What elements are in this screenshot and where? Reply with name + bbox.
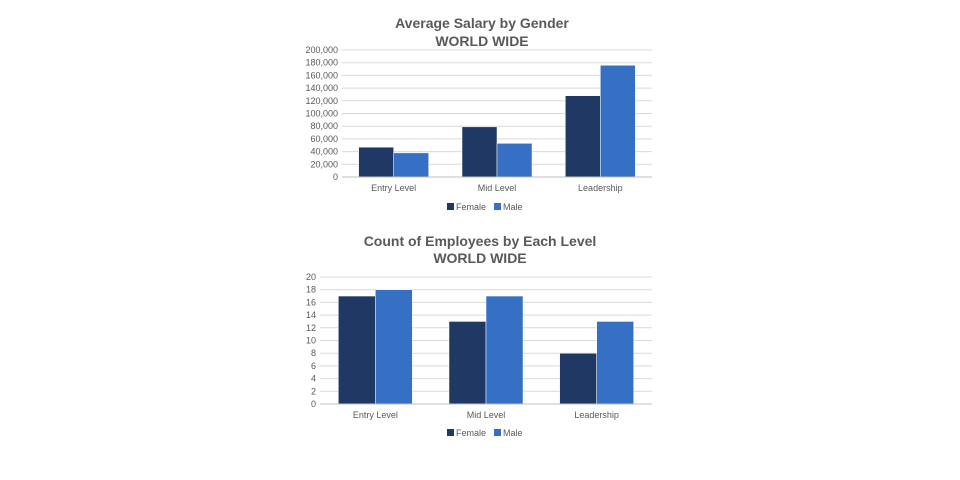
y-tick-label: 100,000 (305, 109, 338, 119)
y-tick-label: 140,000 (305, 83, 338, 93)
chart-subtitle: WORLD WIDE (435, 33, 528, 49)
y-tick-label: 2 (311, 386, 316, 396)
y-tick-label: 20,000 (310, 159, 338, 169)
x-tick-label: Leadership (574, 410, 619, 420)
x-tick-label: Mid Level (478, 183, 517, 193)
bar-female (565, 95, 601, 178)
bar-female (338, 295, 376, 405)
y-tick-label: 40,000 (310, 147, 338, 157)
legend-label-female: Female (456, 428, 486, 438)
y-tick-label: 6 (311, 361, 316, 371)
legend-swatch-male (494, 429, 501, 436)
y-tick-label: 10 (306, 336, 316, 346)
y-tick-label: 8 (311, 348, 316, 358)
chart-subtitle: WORLD WIDE (433, 250, 526, 266)
y-tick-label: 14 (306, 310, 316, 320)
legend-label-male: Male (503, 428, 523, 438)
y-tick-label: 200,000 (305, 45, 338, 55)
legend-swatch-female (447, 429, 454, 436)
y-tick-label: 160,000 (305, 70, 338, 80)
bar-male (496, 143, 533, 178)
y-tick-label: 4 (311, 374, 316, 384)
bar-female (358, 146, 394, 178)
y-tick-label: 0 (333, 172, 338, 182)
y-tick-label: 0 (311, 399, 316, 409)
bar-female (559, 352, 597, 405)
x-tick-label: Entry Level (353, 410, 398, 420)
bar-male (393, 152, 429, 178)
y-tick-label: 16 (306, 297, 316, 307)
y-tick-label: 180,000 (305, 58, 338, 68)
y-tick-label: 20 (306, 272, 316, 282)
legend-swatch-female (447, 203, 454, 210)
y-tick-label: 120,000 (305, 96, 338, 106)
y-tick-label: 60,000 (310, 134, 338, 144)
y-tick-label: 80,000 (310, 121, 338, 131)
legend-swatch-male (494, 203, 501, 210)
bar-male (375, 289, 413, 405)
legend-label-female: Female (456, 202, 486, 212)
bar-male (600, 64, 636, 178)
chart-title: Average Salary by Gender (395, 15, 569, 31)
x-tick-label: Entry Level (371, 183, 416, 193)
x-tick-label: Mid Level (467, 410, 506, 420)
x-tick-label: Leadership (578, 183, 623, 193)
bar-male (485, 295, 524, 405)
bar-female (448, 321, 487, 405)
y-tick-label: 18 (306, 285, 316, 295)
chart-title: Count of Employees by Each Level (364, 233, 597, 249)
bar-female (461, 126, 498, 178)
bar-male (596, 321, 634, 405)
legend-label-male: Male (503, 202, 523, 212)
y-tick-label: 12 (306, 323, 316, 333)
